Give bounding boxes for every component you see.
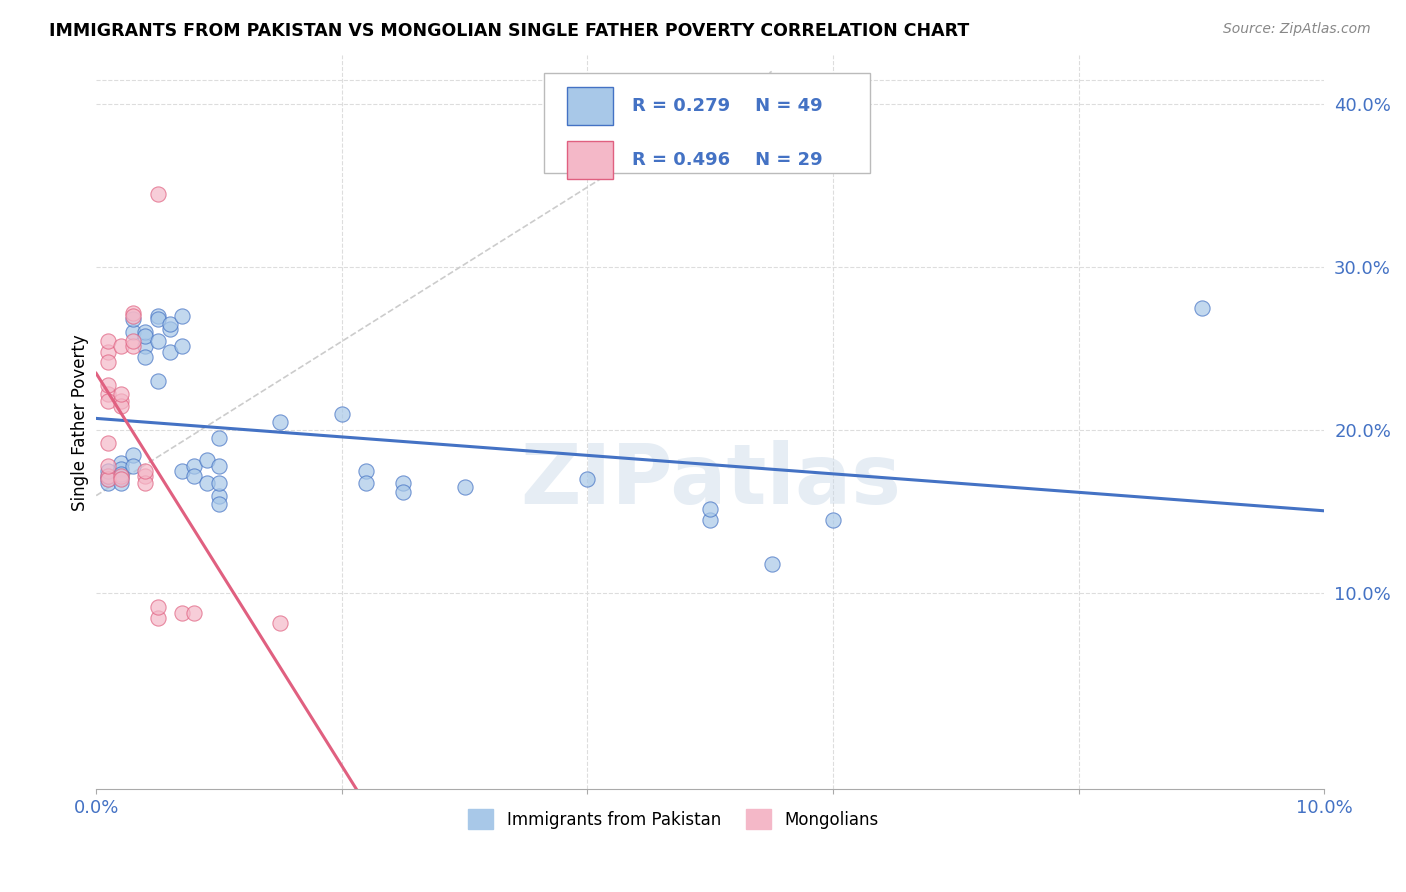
Point [208, 432, 231, 446]
Point [97, 459, 120, 474]
Point [97, 436, 120, 450]
Point [134, 469, 156, 483]
Point [146, 611, 169, 625]
Point [110, 399, 132, 413]
Point [761, 557, 783, 571]
Point [172, 606, 194, 620]
Point [183, 459, 205, 474]
Point [110, 338, 132, 352]
Point [122, 309, 145, 323]
Point [97, 355, 120, 369]
Point [146, 186, 169, 201]
Y-axis label: Single Father Poverty: Single Father Poverty [72, 334, 89, 510]
Point [823, 513, 845, 527]
Text: IMMIGRANTS FROM PAKISTAN VS MONGOLIAN SINGLE FATHER POVERTY CORRELATION CHART: IMMIGRANTS FROM PAKISTAN VS MONGOLIAN SI… [49, 22, 970, 40]
Point [159, 345, 181, 359]
Point [110, 456, 132, 470]
Point [146, 309, 169, 323]
Point [97, 377, 120, 392]
Point [1191, 301, 1213, 315]
Point [134, 475, 156, 490]
Text: R = 0.279    N = 49: R = 0.279 N = 49 [631, 97, 823, 115]
Point [97, 469, 120, 483]
Point [110, 470, 132, 484]
Point [110, 394, 132, 409]
Point [172, 338, 194, 352]
Point [146, 599, 169, 614]
Point [172, 309, 194, 323]
Point [110, 469, 132, 483]
Point [134, 350, 156, 364]
Point [269, 615, 291, 630]
Point [356, 464, 378, 478]
Point [97, 394, 120, 409]
Point [269, 415, 291, 429]
Point [576, 472, 599, 486]
Text: Source: ZipAtlas.com: Source: ZipAtlas.com [1223, 22, 1371, 37]
Point [356, 475, 378, 490]
Point [122, 306, 145, 320]
Point [122, 312, 145, 326]
Point [146, 312, 169, 326]
Point [159, 322, 181, 336]
Point [183, 469, 205, 483]
Point [134, 328, 156, 343]
Point [208, 497, 231, 511]
Point [699, 513, 721, 527]
Point [134, 326, 156, 340]
Point [453, 480, 475, 494]
Point [97, 334, 120, 348]
Point [97, 464, 120, 478]
Point [195, 475, 218, 490]
Point [122, 459, 145, 474]
Point [97, 475, 120, 490]
Point [97, 469, 120, 483]
Point [110, 475, 132, 490]
FancyBboxPatch shape [567, 87, 613, 125]
Point [122, 334, 145, 348]
Point [172, 464, 194, 478]
FancyBboxPatch shape [567, 141, 613, 179]
Point [110, 462, 132, 476]
Text: R = 0.496    N = 29: R = 0.496 N = 29 [631, 151, 823, 169]
Point [146, 334, 169, 348]
Point [146, 375, 169, 389]
Point [97, 387, 120, 401]
Point [699, 501, 721, 516]
FancyBboxPatch shape [544, 73, 870, 172]
Point [122, 338, 145, 352]
Point [159, 318, 181, 332]
Point [122, 448, 145, 462]
Point [110, 472, 132, 486]
Point [110, 467, 132, 482]
Point [122, 326, 145, 340]
Point [392, 485, 415, 500]
Point [134, 464, 156, 478]
Point [97, 345, 120, 359]
Point [97, 472, 120, 486]
Point [330, 407, 353, 421]
Point [195, 452, 218, 467]
Point [392, 475, 415, 490]
Point [208, 459, 231, 474]
Point [208, 475, 231, 490]
Point [208, 489, 231, 503]
Point [97, 472, 120, 486]
Text: ZIPatlas: ZIPatlas [520, 441, 901, 522]
Point [134, 338, 156, 352]
Point [183, 606, 205, 620]
Legend: Immigrants from Pakistan, Mongolians: Immigrants from Pakistan, Mongolians [461, 802, 886, 836]
Point [110, 387, 132, 401]
